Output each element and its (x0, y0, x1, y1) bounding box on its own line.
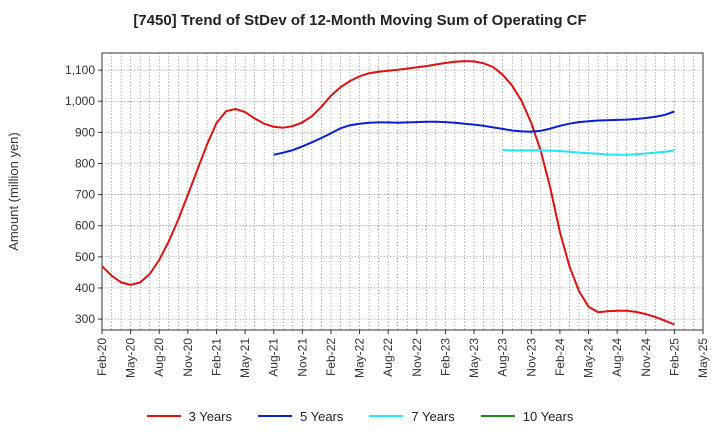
legend-label: 7 Years (411, 408, 455, 424)
x-tick-label: Nov-20 (181, 338, 195, 377)
x-tick-label: May-20 (124, 338, 138, 378)
y-tick-label: 900 (75, 125, 95, 139)
grid-lines (101, 53, 704, 330)
legend-label: 5 Years (300, 408, 344, 424)
x-tick-label: Feb-20 (95, 338, 109, 376)
y-tick-label: 600 (75, 219, 95, 233)
x-tick-label: Nov-24 (639, 338, 653, 377)
x-tick-label: Feb-24 (553, 338, 567, 376)
x-tick-label: Aug-21 (267, 338, 281, 377)
y-axis-ticks: 300 400 500 600 700 800 900 1,000 1,100 (65, 63, 102, 326)
x-tick-label: May-25 (696, 338, 710, 378)
y-tick-label: 1,000 (65, 94, 95, 108)
x-tick-label: May-22 (353, 338, 367, 378)
legend-swatch (369, 415, 404, 417)
legend: 3 Years 5 Years 7 Years 10 Years (0, 404, 720, 428)
legend-item: 5 Years (258, 409, 343, 424)
y-tick-label: 500 (75, 250, 95, 264)
y-tick-label: 800 (75, 156, 95, 170)
legend-item: 3 Years (146, 408, 232, 424)
x-tick-label: Nov-22 (410, 338, 424, 377)
y-axis-label: Amount (million yen) (6, 132, 21, 251)
legend-item: 10 Years (480, 408, 574, 424)
series-lines (101, 60, 675, 326)
x-tick-label: Feb-22 (324, 338, 338, 376)
x-tick-label: Nov-21 (295, 338, 309, 377)
y-tick-label: 700 (75, 188, 95, 202)
plot-area (101, 52, 704, 331)
x-tick-label: Feb-25 (667, 338, 681, 376)
series-line-3-years (101, 60, 675, 326)
x-tick-label: May-23 (467, 338, 481, 378)
legend-swatch (258, 415, 292, 417)
x-tick-label: May-21 (238, 338, 252, 378)
legend-swatch (480, 415, 515, 417)
legend-label: 3 Years (188, 408, 232, 424)
x-tick-label: May-24 (582, 338, 596, 378)
x-axis-ticks: Feb-20 May-20 Aug-20 Nov-20 Feb-21 May-21 Aug-… (95, 330, 710, 378)
series-line-5-years (273, 110, 675, 156)
y-tick-label: 1,100 (65, 63, 95, 77)
y-tick-label: 300 (75, 312, 95, 326)
x-tick-label: Aug-24 (610, 338, 624, 377)
x-tick-label: Aug-20 (152, 338, 166, 377)
y-tick-label: 400 (75, 281, 95, 295)
x-tick-label: Aug-23 (496, 338, 510, 377)
series-line-7-years (502, 149, 675, 156)
x-tick-label: Nov-23 (524, 338, 538, 377)
legend-item: 7 Years (369, 408, 455, 424)
legend-swatch (146, 415, 181, 417)
chart-title: [7450] Trend of StDev of 12-Month Moving… (133, 12, 587, 29)
x-tick-label: Feb-23 (438, 338, 452, 376)
x-tick-label: Aug-22 (381, 338, 395, 377)
x-tick-label: Feb-21 (209, 338, 223, 376)
legend-label: 10 Years (522, 408, 574, 424)
